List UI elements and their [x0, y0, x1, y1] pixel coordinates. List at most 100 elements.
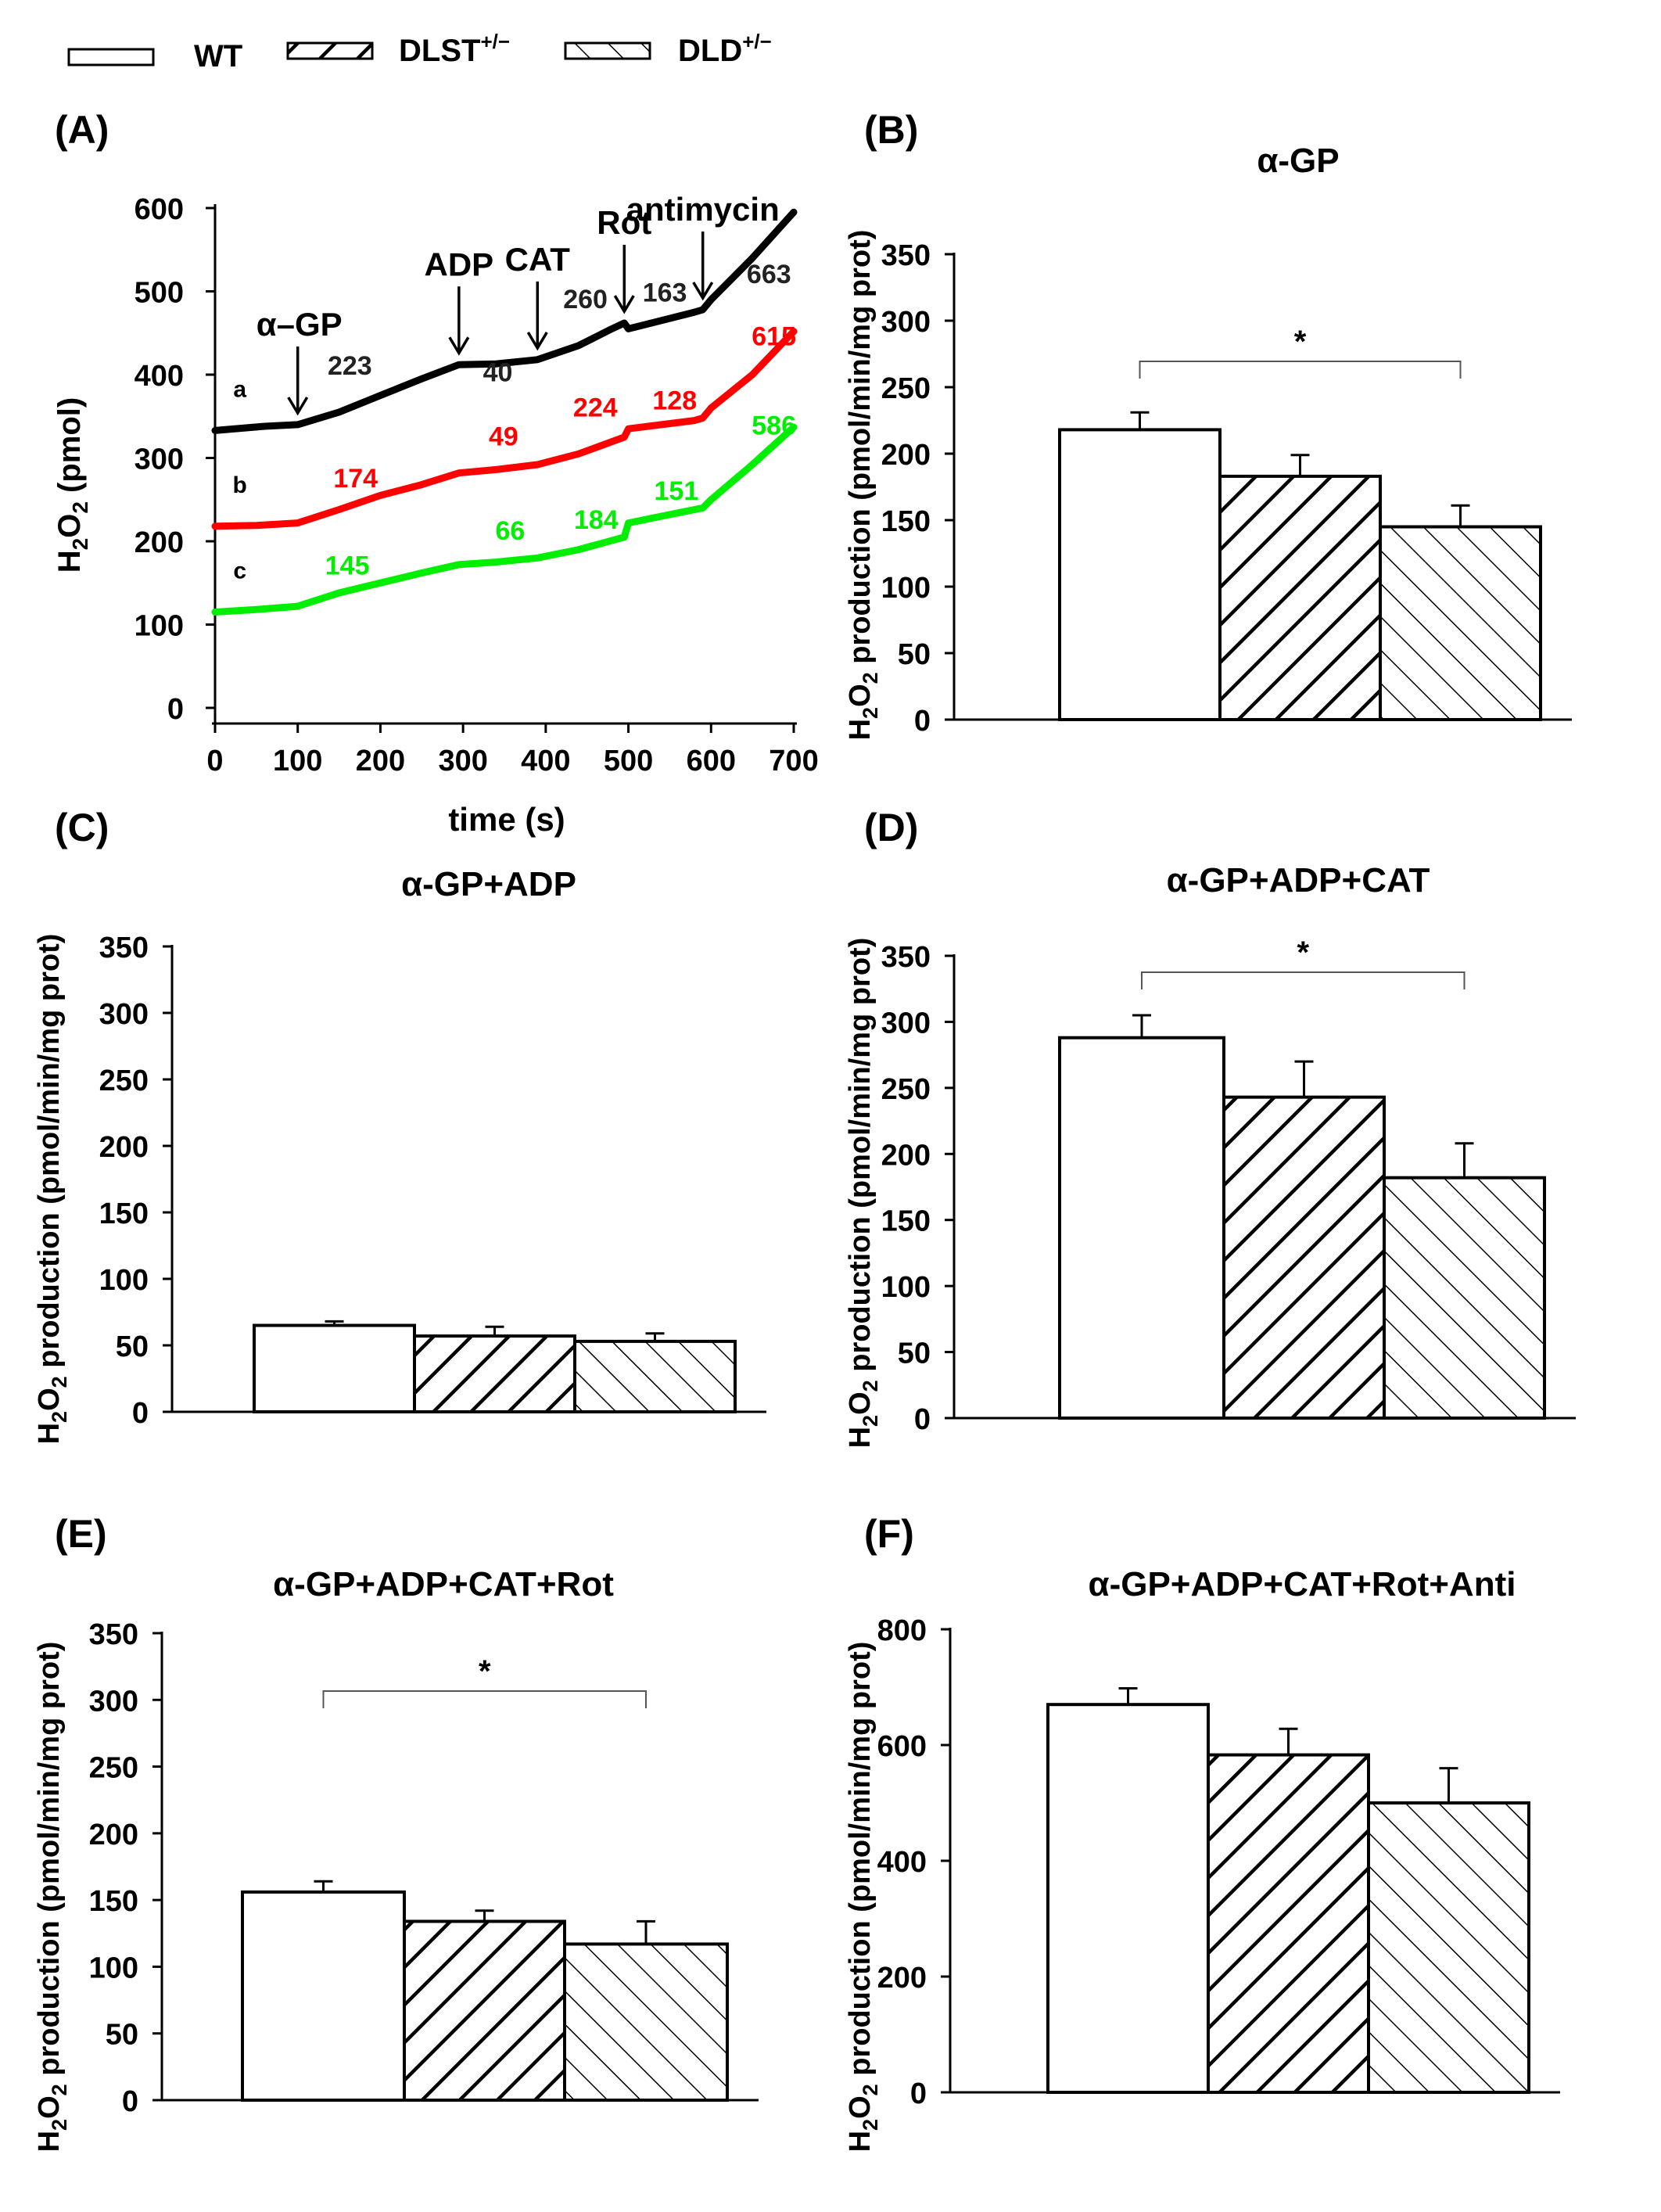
panel-d-y-tick-label: 100 [881, 1271, 931, 1304]
rate-label-b: 224 [573, 393, 618, 422]
panel-b-y-tick-label: 300 [881, 306, 931, 339]
rate-label-b: 49 [489, 422, 518, 452]
panel-c-label: (C) [55, 806, 109, 849]
panel-a-label: (A) [55, 108, 109, 152]
panel-a-x-tick-label: 0 [206, 745, 223, 777]
panel-c-bar-chart: (C) α-GP+ADP H2O2 production (pmol/min/m… [33, 806, 766, 1444]
panel-e-y-tick-label: 50 [106, 2019, 138, 2052]
addition-arrow-head [448, 336, 470, 356]
panel-b-y-tick-label: 200 [881, 439, 931, 472]
panel-f-y-tick-label: 200 [877, 1962, 927, 1995]
panel-d-y-tick-label: 350 [881, 941, 931, 974]
panel-a-y-axis-title: H2O2 (pmol) [52, 397, 92, 573]
panel-b-bar-chart: (B) α-GP H2O2 production (pmol/min/mg pr… [844, 108, 1572, 740]
panel-c-y-axis-title: H2O2 production (pmol/min/mg prot) [33, 934, 71, 1445]
panel-d-significance-label: * [1297, 935, 1309, 970]
panel-f-y-tick-label: 600 [877, 1730, 927, 1763]
panel-b-y-tick-label: 50 [898, 638, 931, 671]
panel-d-y-tick-label: 50 [898, 1338, 931, 1370]
panel-c-y-tick-label: 150 [99, 1198, 149, 1230]
panel-a-x-tick-label: 200 [356, 745, 405, 777]
panel-a-y-tick-label: 100 [135, 610, 184, 643]
panel-d-y-tick-label: 300 [881, 1007, 931, 1040]
trace-c [211, 423, 798, 616]
panel-f-y-tick-label: 800 [877, 1614, 927, 1647]
panel-b-y-tick-label: 0 [914, 705, 931, 738]
panel-e-y-tick-label: 150 [89, 1885, 138, 1918]
panel-d-y-axis-title: H2O2 production (pmol/min/mg prot) [844, 938, 882, 1449]
legend-swatch-dld [564, 41, 651, 60]
rate-label-a: 40 [483, 358, 513, 388]
panel-d-y-tick-label: 200 [881, 1139, 931, 1172]
legend-item-dld: DLD+/− [564, 30, 772, 68]
panel-c-y-tick-label: 200 [99, 1131, 149, 1164]
panel-a-x-tick-label: 300 [438, 745, 487, 777]
panel-f-label: (F) [864, 1512, 914, 1556]
panel-f-y-axis-title: H2O2 production (pmol/min/mg prot) [844, 1642, 882, 2153]
panel-e-significance-label: * [479, 1654, 491, 1689]
legend-label-dlst: DLST+/− [399, 30, 510, 68]
panel-e-significance-bracket [322, 1690, 647, 1708]
addition-label: α–GP [257, 306, 343, 343]
rate-label-c: 151 [655, 476, 699, 506]
panel-e-bar-dld [563, 1942, 729, 2102]
panel-a-x-tick-label: 400 [521, 745, 570, 777]
panel-e-bar-chart: (E) α-GP+ADP+CAT+Rot H2O2 production (pm… [33, 1512, 759, 2152]
panel-c-bar-dld [573, 1339, 737, 1414]
panel-a-y-tick-label: 200 [135, 526, 184, 559]
addition-arrow-head [287, 397, 309, 416]
panel-b-y-tick-label: 100 [881, 572, 931, 605]
panel-b-significance-label: * [1294, 325, 1307, 359]
panel-a-x-tick-label: 100 [273, 745, 322, 777]
panel-a-y-tick-label: 400 [135, 360, 184, 393]
rate-label-a: 663 [747, 260, 791, 289]
legend-label-wt: WT [194, 39, 242, 74]
panel-d-bar-chart: (D) α-GP+ADP+CAT H2O2 production (pmol/m… [844, 806, 1576, 1448]
addition-label: ADP [425, 246, 494, 282]
rate-label-a: 260 [563, 285, 608, 314]
panel-d-y-tick-label: 150 [881, 1205, 931, 1238]
panel-a-y-tick-label: 600 [135, 193, 184, 226]
panel-a-x-tick-label: 500 [604, 745, 653, 777]
panel-c-y-tick-label: 0 [132, 1397, 149, 1430]
panel-f-y-tick-label: 400 [877, 1846, 927, 1879]
panel-e-title: α-GP+ADP+CAT+Rot [273, 1565, 614, 1603]
addition-label: antimycin [626, 191, 780, 228]
rate-label-c: 66 [495, 516, 525, 546]
panel-e-y-tick-label: 250 [89, 1752, 138, 1785]
panel-a-x-axis-title: time (s) [448, 801, 565, 838]
panel-b-y-axis-title: H2O2 production (pmol/min/mg prot) [844, 230, 882, 741]
panel-f-y-tick-label: 0 [910, 2077, 927, 2110]
rate-label-b: 615 [752, 322, 796, 352]
addition-arrow-head [526, 332, 548, 351]
panel-e-y-tick-label: 300 [89, 1685, 138, 1718]
panel-b-label: (B) [864, 108, 918, 152]
panel-b-bar-wt [1058, 428, 1222, 722]
panel-a-line-chart: (A) H2O2 (pmol) time (s) 0 100 200 300 400 50… [52, 108, 819, 838]
panel-b-title: α-GP [1257, 142, 1339, 180]
panel-b-y-tick-label: 250 [881, 372, 931, 405]
panel-f-bar-dld [1367, 1801, 1530, 2094]
panel-d-y-tick-label: 250 [881, 1073, 931, 1106]
trace-label-c: c [233, 558, 246, 584]
panel-b-y-tick-label: 150 [881, 505, 931, 538]
rate-label-a: 163 [643, 278, 687, 307]
panel-d-bar-dld [1383, 1176, 1546, 1420]
panel-b-bar-dlst [1218, 474, 1382, 722]
panel-e-y-tick-label: 350 [89, 1618, 138, 1651]
addition-arrow-head [613, 295, 635, 314]
legend-item-wt: WT [67, 39, 242, 74]
panel-c-bar-wt [253, 1323, 416, 1413]
legend-item-dlst: DLST+/− [286, 30, 510, 68]
panel-c-y-tick-label: 50 [116, 1330, 149, 1363]
panel-a-y-tick-label: 300 [135, 443, 184, 476]
panel-d-y-tick-label: 0 [914, 1403, 931, 1436]
panel-f-title: α-GP+ADP+CAT+Rot+Anti [1089, 1565, 1516, 1603]
legend-label-dld: DLD+/− [678, 30, 772, 68]
rate-label-c: 145 [325, 551, 370, 581]
panel-e-label: (E) [55, 1512, 107, 1556]
rate-label-a: 223 [328, 351, 372, 381]
panel-d-bar-dlst [1222, 1095, 1386, 1420]
panel-e-y-axis-title: H2O2 production (pmol/min/mg prot) [33, 1642, 71, 2153]
